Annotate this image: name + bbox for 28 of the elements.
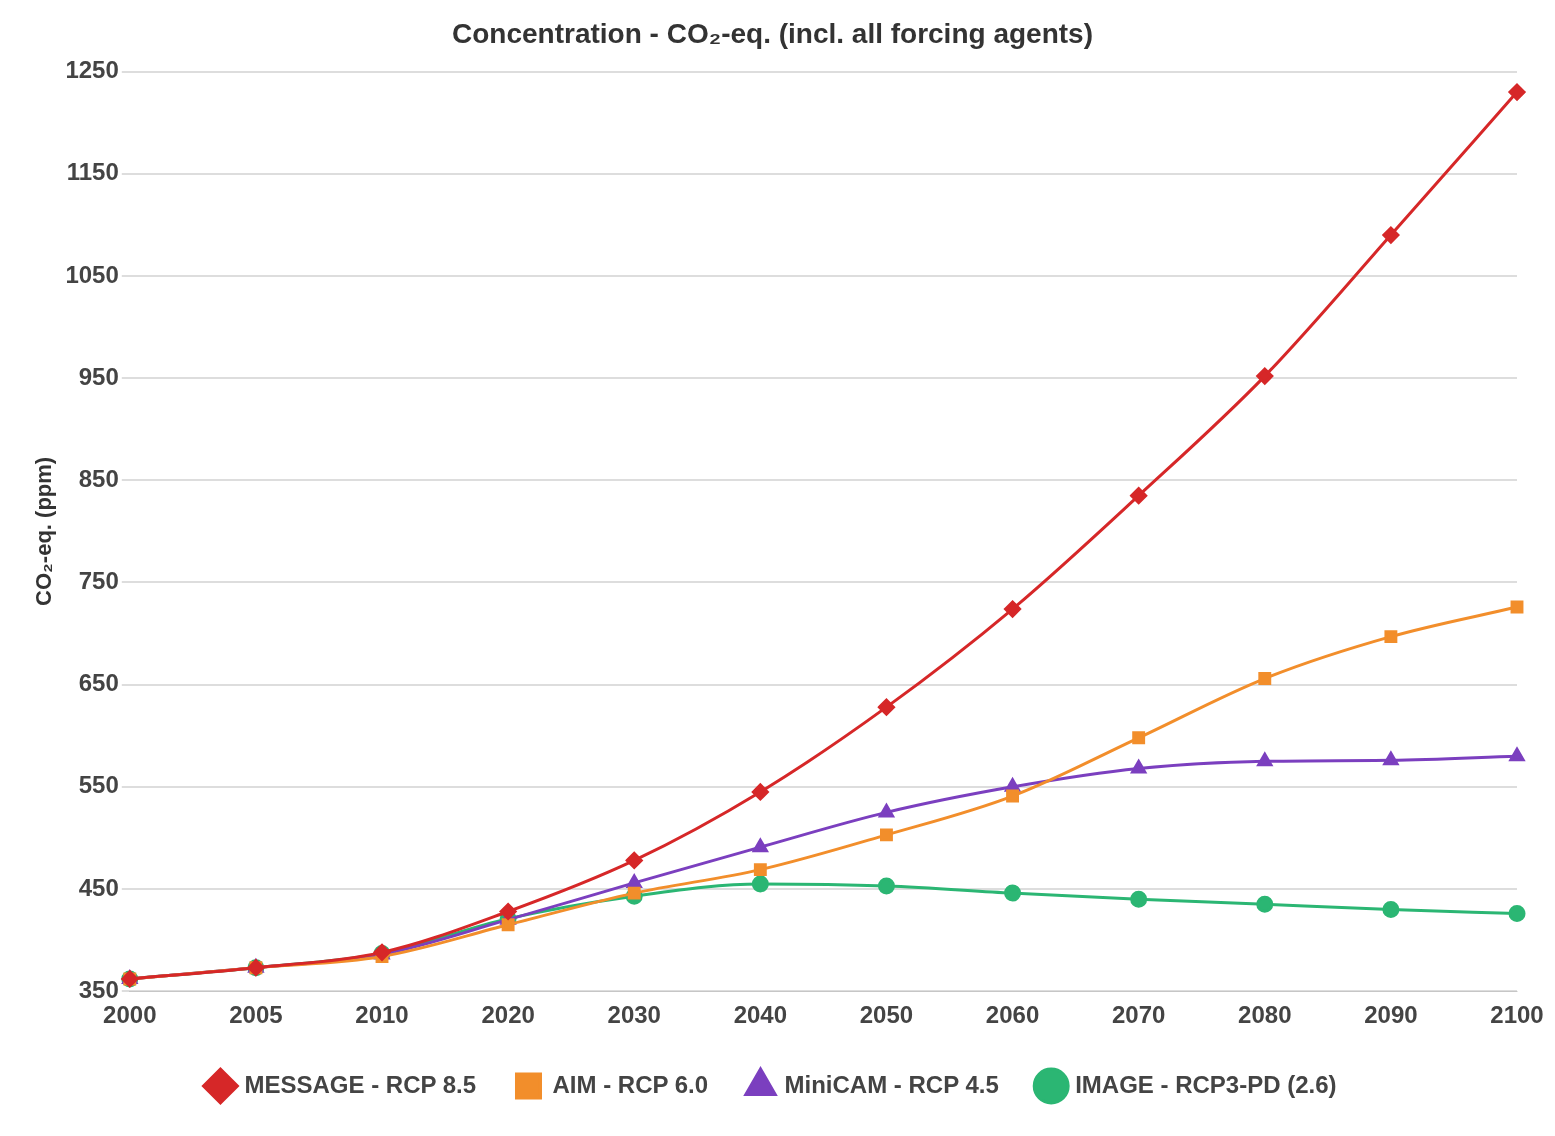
x-tick-label: 2005 (229, 1001, 283, 1029)
legend-label: MESSAGE - RCP 8.5 (244, 1070, 477, 1098)
y-tick-label: 850 (78, 464, 119, 492)
y-tick-label: 1150 (66, 158, 119, 186)
y-axis-title: CO₂-eq. (ppm) (31, 456, 57, 606)
x-tick-label: 2020 (481, 1001, 535, 1029)
x-tick-label: 2000 (103, 1001, 157, 1029)
x-tick-label: 2050 (859, 1001, 914, 1029)
x-tick-label: 2090 (1364, 1001, 1418, 1029)
x-tick-label: 2060 (985, 1001, 1040, 1029)
legend-label: AIM - RCP 6.0 (552, 1070, 709, 1098)
chart-title: Concentration - CO₂-eq. (incl. all forcing agents) (452, 17, 1093, 49)
x-tick-label: 2080 (1238, 1001, 1292, 1029)
x-tick-label: 2070 (1111, 1001, 1166, 1029)
legend-label: MiniCAM - RCP 4.5 (784, 1070, 999, 1098)
y-tick-label: 650 (78, 669, 119, 697)
y-tick-label: 1250 (65, 56, 119, 84)
y-tick-label: 550 (78, 771, 119, 799)
y-tick-label: 950 (78, 362, 119, 390)
x-tick-label: 2040 (733, 1001, 788, 1029)
x-tick-label: 2010 (355, 1001, 409, 1029)
y-tick-label: 450 (78, 873, 119, 901)
legend-label: IMAGE - RCP3-PD (2.6) (1075, 1070, 1337, 1098)
y-tick-label: 350 (78, 975, 119, 1003)
y-tick-label: 1050 (65, 260, 119, 288)
x-tick-label: 2030 (607, 1001, 661, 1029)
y-tick-label: 750 (78, 567, 119, 595)
x-tick-label: 2100 (1490, 1001, 1544, 1029)
